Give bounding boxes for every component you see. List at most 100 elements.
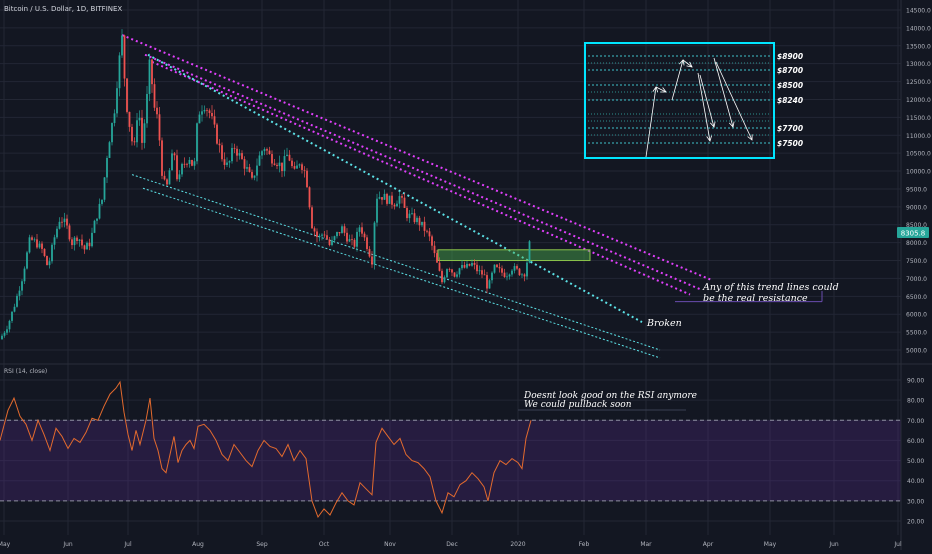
candle-body[interactable] (83, 245, 86, 250)
candle-body[interactable] (526, 262, 528, 277)
candle-body[interactable] (163, 175, 166, 180)
trend-line[interactable] (144, 53, 701, 291)
candle-body[interactable] (321, 234, 323, 236)
trend-line[interactable] (121, 34, 713, 282)
candle-body[interactable] (346, 232, 348, 242)
candle-body[interactable] (28, 237, 31, 253)
candle-body[interactable] (403, 197, 406, 208)
candle-body[interactable] (71, 239, 73, 246)
candle-body[interactable] (38, 243, 41, 248)
candle-body[interactable] (161, 140, 163, 176)
candle-body[interactable] (3, 332, 6, 336)
candle-body[interactable] (223, 159, 226, 165)
candle-body[interactable] (16, 295, 18, 307)
candle-body[interactable] (308, 187, 311, 208)
candle-body[interactable] (503, 272, 506, 278)
candle-body[interactable] (386, 193, 388, 204)
candle-body[interactable] (408, 213, 411, 219)
candle-body[interactable] (428, 231, 431, 237)
candle-body[interactable] (108, 142, 111, 158)
candle-body[interactable] (201, 111, 203, 115)
candle-body[interactable] (331, 240, 333, 246)
candle-body[interactable] (398, 196, 401, 204)
candle-body[interactable] (426, 230, 428, 232)
candle-body[interactable] (313, 228, 316, 232)
candle-body[interactable] (131, 126, 133, 142)
candle-body[interactable] (446, 269, 448, 278)
candle-body[interactable] (213, 116, 216, 125)
candle-body[interactable] (368, 249, 371, 257)
candle-body[interactable] (48, 261, 51, 266)
candle-body[interactable] (421, 221, 423, 226)
candle-body[interactable] (333, 236, 336, 241)
candle-body[interactable] (53, 237, 56, 245)
candle-body[interactable] (361, 227, 363, 234)
candle-body[interactable] (323, 234, 326, 236)
candle-body[interactable] (216, 124, 218, 144)
candle-body[interactable] (258, 155, 261, 166)
candle-body[interactable] (301, 164, 303, 170)
candle-body[interactable] (328, 239, 331, 246)
candle-body[interactable] (463, 265, 466, 268)
candle-body[interactable] (476, 264, 478, 272)
candle-body[interactable] (156, 107, 158, 115)
candle-body[interactable] (418, 217, 421, 226)
candle-body[interactable] (153, 84, 156, 108)
candle-body[interactable] (318, 235, 321, 238)
candle-body[interactable] (436, 253, 438, 263)
candle-body[interactable] (128, 111, 131, 127)
candle-body[interactable] (453, 272, 456, 277)
candle-body[interactable] (393, 204, 396, 207)
candle-body[interactable] (338, 232, 341, 234)
candle-body[interactable] (518, 268, 521, 276)
candle-body[interactable] (388, 195, 391, 204)
candle-body[interactable] (478, 270, 481, 272)
candle-body[interactable] (241, 153, 243, 160)
candle-body[interactable] (176, 155, 178, 180)
candle-body[interactable] (451, 269, 453, 273)
trend-line[interactable] (147, 53, 643, 323)
time-axis[interactable]: May Jun Jul Aug Sep Oct Nov Dec 2020 Feb Mar Apr May… (0, 541, 902, 548)
candle-body[interactable] (101, 199, 103, 204)
candle-body[interactable] (123, 35, 126, 79)
candle-body[interactable] (351, 239, 353, 240)
candle-body[interactable] (246, 167, 248, 169)
candle-body[interactable] (78, 239, 81, 241)
candle-body[interactable] (43, 248, 46, 256)
candle-body[interactable] (268, 150, 271, 155)
candle-body[interactable] (488, 280, 491, 289)
trend-line[interactable] (131, 174, 661, 351)
rsi-axis[interactable]: 90.00 80.00 70.00 60.00 50.00 40.00 30.00 20.00 (907, 378, 924, 526)
candle-body[interactable] (168, 170, 171, 185)
candle-body[interactable] (33, 239, 36, 241)
candle-body[interactable] (358, 227, 361, 232)
candle-body[interactable] (106, 157, 108, 178)
candle-body[interactable] (366, 237, 368, 250)
candle-body[interactable] (211, 112, 213, 117)
candle-body[interactable] (501, 268, 503, 273)
candle-body[interactable] (86, 242, 88, 250)
candle-body[interactable] (173, 153, 176, 156)
candle-body[interactable] (496, 264, 498, 268)
candle-body[interactable] (93, 220, 96, 233)
candle-body[interactable] (186, 163, 188, 165)
candle-body[interactable] (293, 166, 296, 169)
candle-body[interactable] (416, 217, 418, 223)
candle-body[interactable] (316, 231, 318, 238)
candle-body[interactable] (456, 274, 458, 277)
candle-body[interactable] (208, 110, 211, 113)
candle-body[interactable] (363, 233, 366, 238)
candle-body[interactable] (371, 256, 373, 265)
candle-body[interactable] (193, 161, 196, 166)
candle-body[interactable] (481, 270, 483, 275)
candle-body[interactable] (98, 203, 101, 219)
candle-body[interactable] (118, 55, 121, 89)
candle-body[interactable] (523, 274, 526, 277)
candle-body[interactable] (498, 267, 501, 269)
candle-body[interactable] (228, 161, 231, 163)
candle-body[interactable] (63, 218, 66, 223)
candle-body[interactable] (376, 198, 378, 223)
candle-body[interactable] (391, 195, 393, 205)
candle-body[interactable] (51, 244, 53, 262)
candle-body[interactable] (383, 193, 386, 200)
